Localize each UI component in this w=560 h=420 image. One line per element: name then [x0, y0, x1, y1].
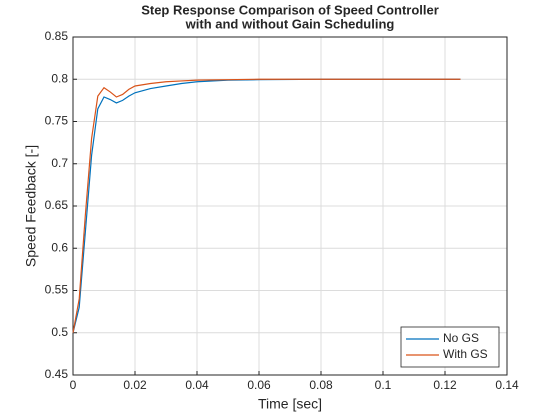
- x-tick-label: 0.06: [247, 378, 271, 392]
- y-tick-label: 0.45: [45, 367, 69, 381]
- legend-label: No GS: [443, 331, 479, 345]
- y-tick-label: 0.6: [51, 240, 68, 254]
- chart-title: with and without Gain Scheduling: [185, 16, 395, 31]
- y-axis-label: Speed Feedback [-]: [23, 145, 39, 267]
- legend-label: With GS: [443, 347, 488, 361]
- y-tick-label: 0.8: [51, 71, 68, 85]
- chart-title: Step Response Comparison of Speed Contro…: [141, 2, 439, 17]
- x-tick-label: 0: [70, 378, 77, 392]
- x-tick-label: 0.14: [495, 378, 519, 392]
- y-tick-label: 0.75: [45, 114, 69, 128]
- legend-box: [400, 326, 500, 368]
- series-line: [72, 78, 461, 333]
- x-tick-label: 0.1: [375, 378, 392, 392]
- y-tick-label: 0.65: [45, 198, 69, 212]
- x-axis-label: Time [sec]: [258, 396, 322, 412]
- x-tick-label: 0.02: [123, 378, 147, 392]
- axes-box: [72, 36, 508, 376]
- x-tick-label: 0.04: [185, 378, 209, 392]
- y-tick-label: 0.55: [45, 283, 69, 297]
- x-tick-label: 0.08: [309, 378, 333, 392]
- y-tick-label: 0.85: [45, 29, 69, 43]
- y-tick-label: 0.7: [51, 156, 68, 170]
- x-tick-label: 0.12: [433, 378, 457, 392]
- y-tick-label: 0.5: [51, 325, 68, 339]
